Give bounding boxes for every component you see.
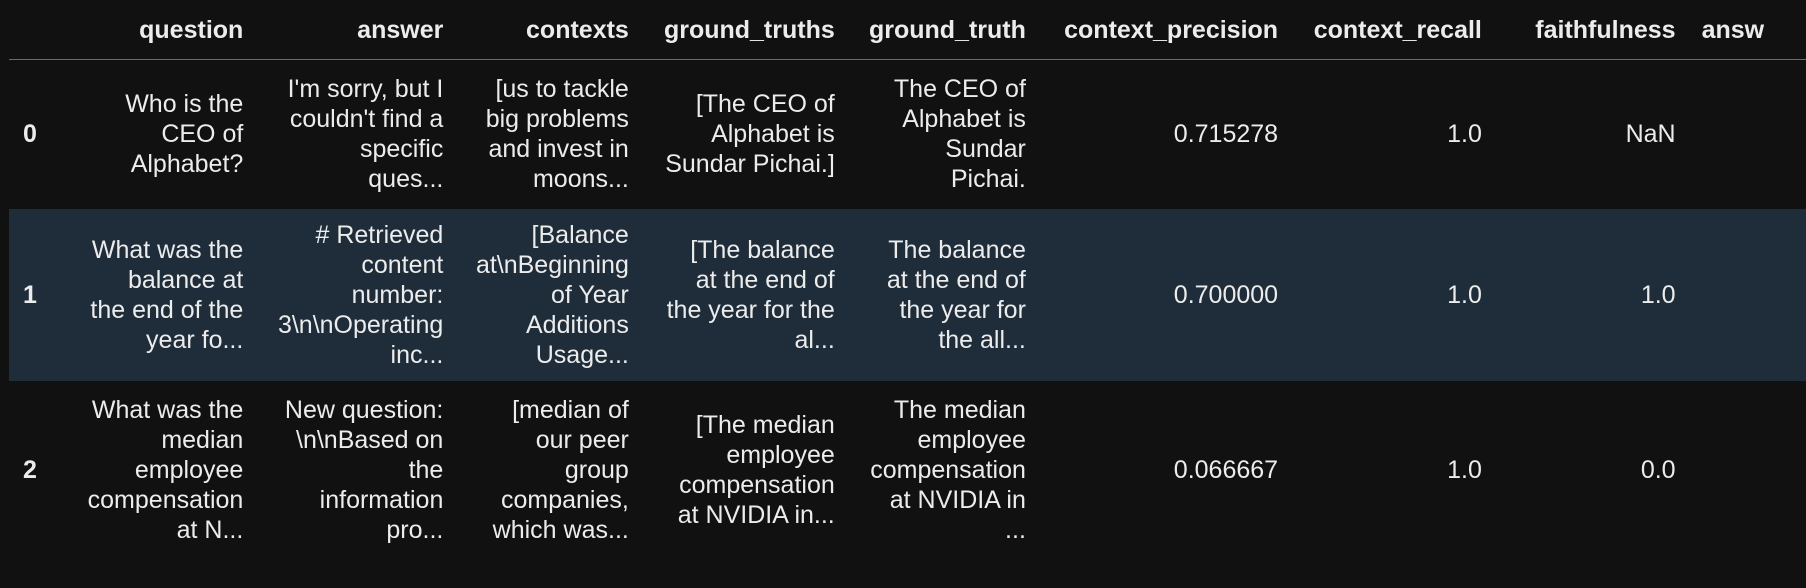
table-header: question answer contexts ground_truths g… [9,0,1806,60]
column-header-index [9,0,42,60]
cell-context-precision: 0.715278 [1173,120,1279,149]
cell-contexts: [Balance at\nBeginning of Year Additions… [475,220,629,369]
column-header-context-recall: context_recall [1278,0,1482,60]
table-row: 2 What was the median employee compensat… [9,381,1806,560]
cell-question: What was the balance at the end of the y… [90,235,244,354]
cell-faithfulness: NaN [1625,120,1676,149]
cell-context-recall: 1.0 [1447,280,1482,309]
column-header-ground-truth: ground_truth [834,0,1026,60]
cell-ground-truths: [The CEO of Alphabet is Sundar Pichai.] [665,90,835,179]
header-row: question answer contexts ground_truths g… [9,0,1806,60]
cell-answer: New question: \n\nBased on the informati… [284,396,444,544]
cell-context-recall: 1.0 [1447,456,1482,484]
cell-faithfulness: 0.0 [1640,456,1676,484]
column-header-ground-truths: ground_truths [628,0,835,60]
column-header-answer-truncated: answ [1675,0,1806,60]
cell-answer: # Retrieved content number: 3\n\nOperati… [277,220,444,369]
cell-answer-truncated [1676,381,1806,560]
column-header-answer: answer [243,0,444,60]
cell-contexts: [us to tackle big problems and invest in… [485,75,629,194]
column-header-faithfulness: faithfulness [1481,0,1676,60]
cell-ground-truth: The balance at the end of the year for t… [886,235,1026,354]
row-index: 2 [23,456,37,484]
table-body: 0 Who is the CEO of Alphabet? I'm sorry,… [9,60,1806,560]
row-index: 0 [23,120,37,149]
table-row: 1 What was the balance at the end of the… [9,208,1806,381]
cell-answer-truncated [1676,209,1806,381]
cell-context-recall: 1.0 [1447,120,1482,149]
cell-question: Who is the CEO of Alphabet? [125,90,244,179]
cell-contexts: [median of our peer group companies, whi… [492,396,629,544]
results-table: question answer contexts ground_truths g… [9,0,1806,560]
column-header-context-precision: context_precision [1025,0,1279,60]
cell-answer-truncated [1676,60,1806,209]
table-row: 0 Who is the CEO of Alphabet? I'm sorry,… [9,60,1806,209]
cell-ground-truths: [The median employee compensation at NVI… [677,411,835,529]
row-index: 1 [23,280,37,309]
column-header-question: question [41,0,244,60]
cell-faithfulness: 1.0 [1640,280,1676,309]
cell-answer: I'm sorry, but I couldn't find a specifi… [287,75,444,194]
cell-ground-truth: The CEO of Alphabet is Sundar Pichai. [893,75,1026,194]
cell-context-precision: 0.066667 [1173,456,1279,484]
column-header-contexts: contexts [443,0,629,60]
cell-ground-truth: The median employee compensation at NVID… [870,396,1026,544]
cell-question: What was the median employee compensatio… [87,396,244,544]
cell-ground-truths: [The balance at the end of the year for … [666,235,835,354]
cell-context-precision: 0.700000 [1173,280,1279,309]
dataframe-output: question answer contexts ground_truths g… [9,0,1806,588]
